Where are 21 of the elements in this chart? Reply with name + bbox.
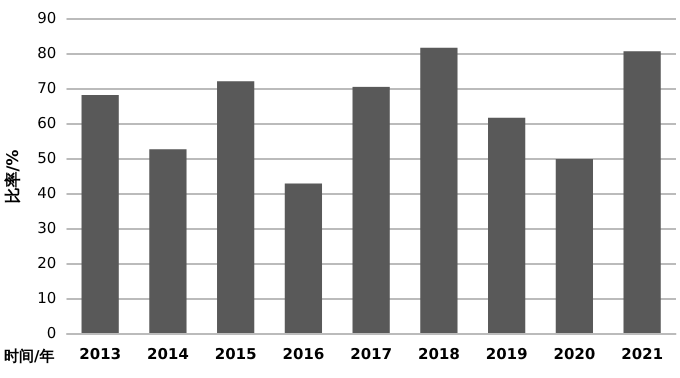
x-tick-label: 2014	[147, 344, 189, 363]
x-tick-label: 2021	[621, 344, 663, 363]
x-axis-title: 时间/年	[4, 346, 54, 365]
x-tick-label: 2015	[214, 344, 257, 363]
x-tick-label: 2019	[486, 344, 528, 363]
y-tick-label: 90	[37, 8, 56, 27]
y-tick-label: 60	[37, 114, 56, 132]
y-tick-label: 40	[37, 184, 56, 202]
y-tick-label: 70	[37, 78, 56, 97]
x-tick-label: 2017	[350, 344, 392, 363]
x-tick-label: 2013	[79, 344, 122, 363]
x-tick-label: 2020	[554, 344, 596, 363]
x-tick-label: 2018	[418, 344, 460, 363]
y-tick-label: 30	[37, 218, 56, 237]
y-tick-label: 10	[37, 288, 56, 307]
y-tick-label: 50	[37, 148, 56, 167]
y-tick-label: 0	[46, 324, 56, 342]
y-tick-label: 20	[37, 254, 56, 272]
y-tick-label: 80	[37, 44, 56, 62]
x-tick-label: 2016	[282, 344, 324, 363]
y-axis-title: 比率/%	[2, 150, 22, 204]
